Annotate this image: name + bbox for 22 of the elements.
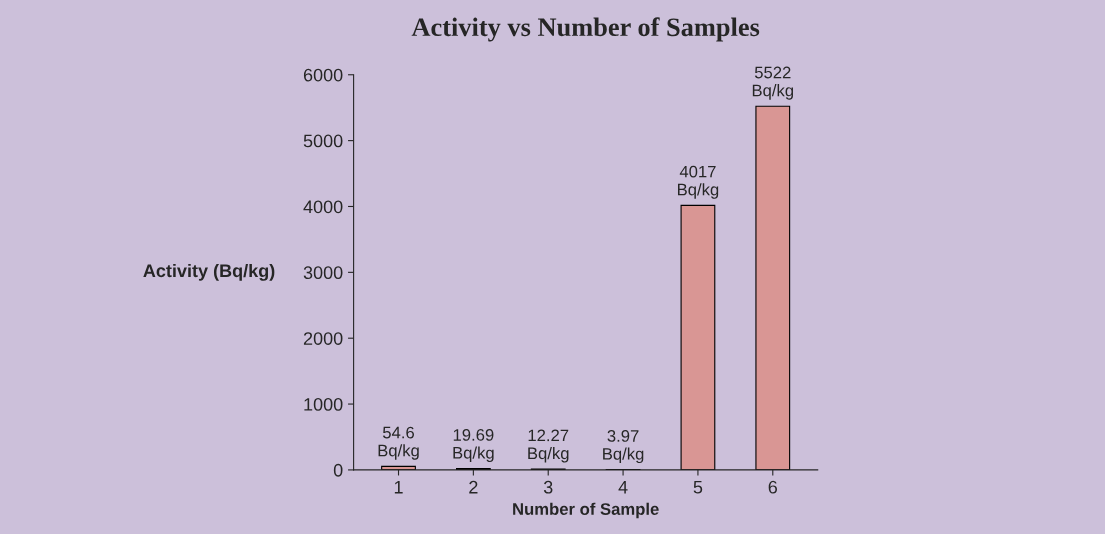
data-label: 3.97 Bq/kg: [603, 430, 644, 464]
x-tick-label: 5: [693, 481, 703, 494]
data-label: 19.69 Bq/kg: [453, 428, 494, 463]
y-tick-label: 5000: [303, 134, 343, 148]
x-axis-title: Number of Sample: [513, 502, 659, 519]
y-tick-label: 6000: [303, 68, 343, 82]
data-label: 4017 Bq/kg: [677, 165, 719, 199]
x-tick-label: 3: [543, 480, 553, 494]
y-tick-label: 1000: [304, 397, 343, 411]
x-tick-label: 2: [469, 480, 478, 494]
x-tick-label: 1: [394, 481, 403, 494]
chart-title: Activity vs Number of Samples: [411, 17, 760, 42]
data-label: 12.27 Bq/kg: [528, 429, 569, 463]
y-tick-label: 3000: [303, 266, 343, 280]
data-label: 5522 Bq/kg: [752, 66, 794, 100]
x-tick-label: 6: [768, 480, 778, 494]
y-tick-label: 4000: [303, 200, 343, 214]
data-label: 54.6 Bq/kg: [378, 426, 419, 460]
y-tick-label: 2000: [303, 332, 343, 345]
y-axis-title: Activity (Bq/kg): [143, 263, 275, 281]
x-tick-label: 4: [618, 481, 628, 494]
y-tick-label: 0: [333, 463, 343, 477]
